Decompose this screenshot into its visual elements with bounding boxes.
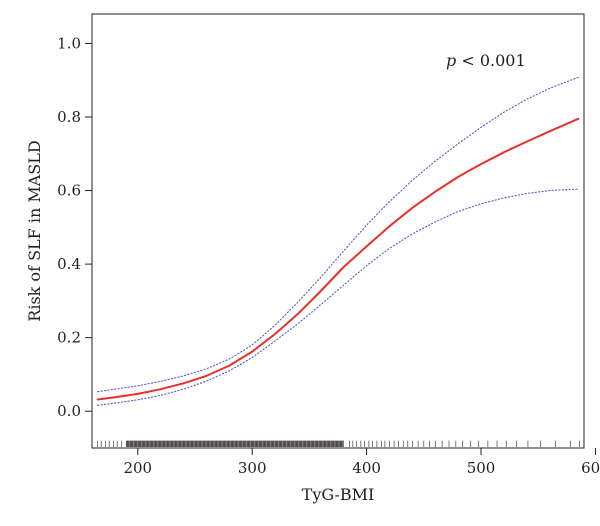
estimate-curve [96,117,580,401]
p-value-annotation: p < 0.001 [446,51,526,70]
axis-ticks: 200 300 400 500 600 0.0 0.2 0.4 0.6 0.8 1.0 [57,34,600,477]
y-axis-label: Risk of SLF in MASLD [25,140,44,321]
x-tick-label: 500 [467,459,496,477]
y-tick-label: 0.6 [57,182,81,200]
rug-ticks [97,440,580,447]
x-tick-label: 200 [123,459,152,477]
p-value-text: < 0.001 [456,51,525,70]
p-symbol: p [446,51,456,70]
y-tick-label: 0.2 [57,329,81,347]
series-layer [96,76,580,406]
plot-frame [91,13,585,449]
y-tick-label: 0.0 [57,402,81,420]
x-tick-label: 400 [352,459,381,477]
lower-ci-line [97,188,579,406]
x-axis-label: TyG-BMI [302,485,375,504]
y-tick-label: 1.0 [57,34,81,52]
y-tick-label: 0.4 [57,255,81,273]
x-tick-label: 300 [238,459,267,477]
x-tick-label: 600 [581,459,600,477]
upper-ci-line [97,76,579,393]
y-tick-label: 0.8 [57,108,81,126]
